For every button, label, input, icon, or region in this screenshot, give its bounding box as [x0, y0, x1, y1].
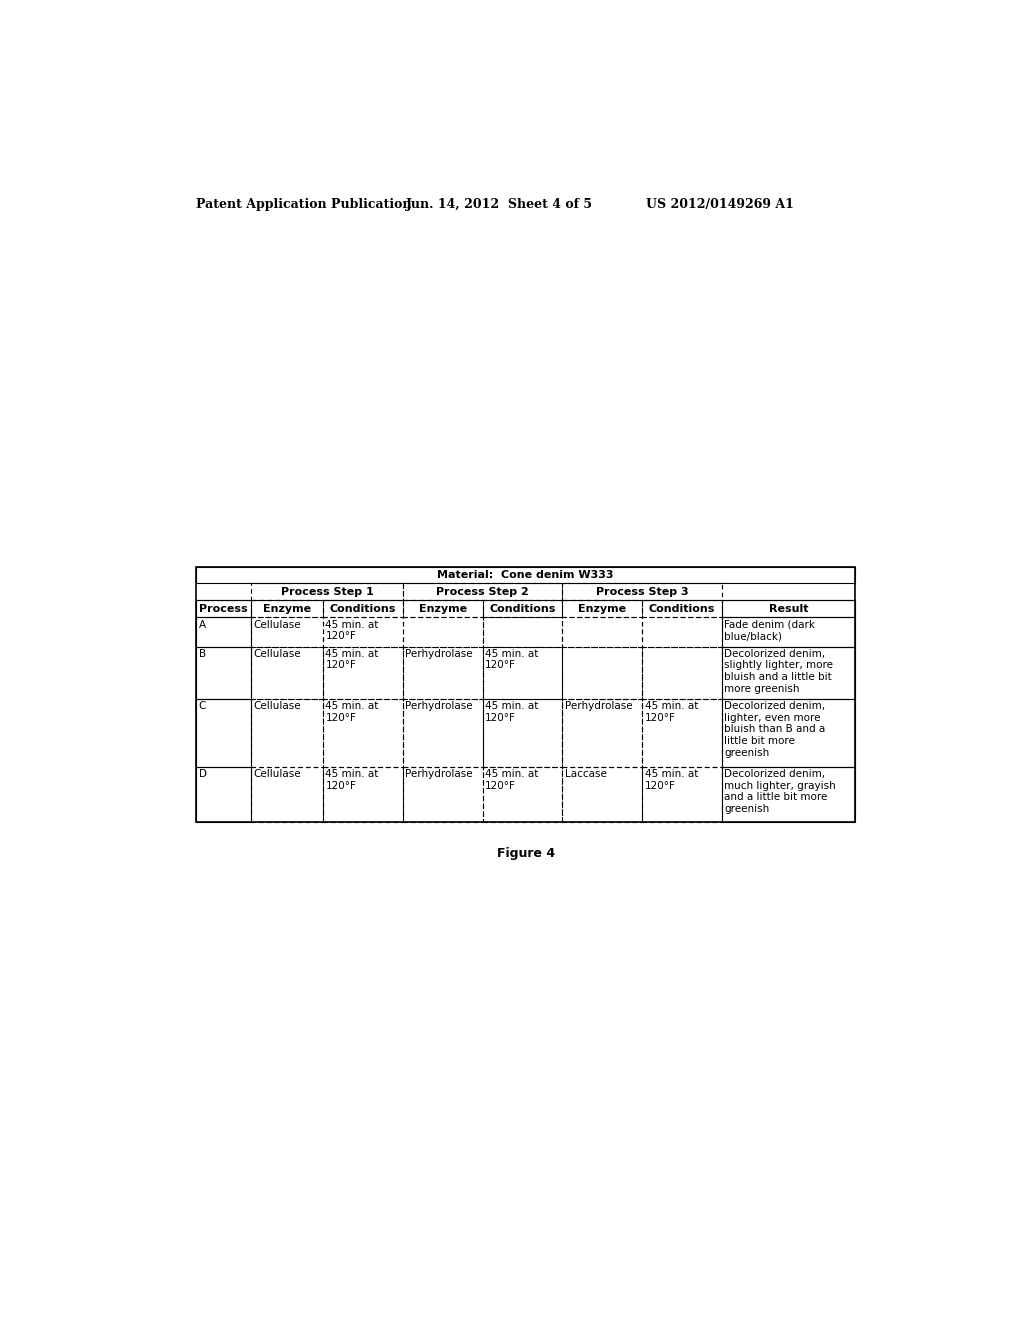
Text: Process Step 2: Process Step 2 [436, 587, 529, 597]
Bar [324, 700, 402, 767]
Text: Enzyme: Enzyme [419, 603, 467, 614]
Bar [562, 618, 642, 647]
Text: Perhydrolase: Perhydrolase [406, 770, 473, 779]
Bar [402, 647, 482, 700]
Bar [197, 700, 251, 767]
Text: US 2012/0149269 A1: US 2012/0149269 A1 [646, 198, 794, 211]
Bar [324, 767, 402, 822]
Text: 45 min. at
120°F: 45 min. at 120°F [326, 770, 379, 791]
Bar [197, 647, 251, 700]
Bar [324, 601, 402, 618]
Bar [562, 583, 722, 601]
Text: Conditions: Conditions [649, 603, 716, 614]
Bar [722, 618, 855, 647]
Bar [482, 618, 562, 647]
Text: 45 min. at
120°F: 45 min. at 120°F [485, 701, 539, 723]
Bar [402, 700, 482, 767]
Text: 45 min. at
120°F: 45 min. at 120°F [326, 619, 379, 642]
Bar [642, 601, 722, 618]
Text: 45 min. at
120°F: 45 min. at 120°F [326, 701, 379, 723]
Bar [402, 583, 562, 601]
Text: Cellulase: Cellulase [253, 701, 301, 711]
Text: Figure 4: Figure 4 [497, 847, 555, 859]
Text: Conditions: Conditions [489, 603, 556, 614]
Text: Laccase: Laccase [565, 770, 606, 779]
Text: Process Step 1: Process Step 1 [281, 587, 374, 597]
Bar [197, 767, 251, 822]
Text: Cellulase: Cellulase [253, 649, 301, 659]
Text: Patent Application Publication: Patent Application Publication [197, 198, 412, 211]
Bar [722, 647, 855, 700]
Bar [642, 618, 722, 647]
Bar [722, 767, 855, 822]
Text: 45 min. at
120°F: 45 min. at 120°F [485, 770, 539, 791]
Text: Perhydrolase: Perhydrolase [406, 701, 473, 711]
Text: Enzyme: Enzyme [579, 603, 627, 614]
Text: Decolorized denim,
lighter, even more
bluish than B and a
little bit more
greeni: Decolorized denim, lighter, even more bl… [724, 701, 825, 758]
Bar [642, 647, 722, 700]
Bar [251, 700, 324, 767]
Text: Cellulase: Cellulase [253, 770, 301, 779]
Text: Cellulase: Cellulase [253, 619, 301, 630]
Bar [251, 767, 324, 822]
Bar [402, 601, 482, 618]
Bar [482, 700, 562, 767]
Bar [642, 767, 722, 822]
Text: Material:  Cone denim W333: Material: Cone denim W333 [437, 570, 613, 579]
Bar [251, 618, 324, 647]
Bar [402, 618, 482, 647]
Text: Perhydrolase: Perhydrolase [406, 649, 473, 659]
Text: 45 min. at
120°F: 45 min. at 120°F [326, 649, 379, 671]
Text: Conditions: Conditions [330, 603, 396, 614]
Bar [482, 767, 562, 822]
Text: Decolorized denim,
slightly lighter, more
bluish and a little bit
more greenish: Decolorized denim, slightly lighter, mor… [724, 649, 834, 694]
Bar [482, 647, 562, 700]
Bar [722, 700, 855, 767]
Text: Enzyme: Enzyme [263, 603, 311, 614]
Bar [197, 618, 251, 647]
Bar [562, 700, 642, 767]
Bar [197, 566, 855, 822]
Text: 45 min. at
120°F: 45 min. at 120°F [644, 770, 698, 791]
Text: 45 min. at
120°F: 45 min. at 120°F [485, 649, 539, 671]
Text: Process: Process [200, 603, 248, 614]
Bar [251, 601, 324, 618]
Bar [562, 601, 642, 618]
Bar [197, 566, 855, 583]
Text: Jun. 14, 2012  Sheet 4 of 5: Jun. 14, 2012 Sheet 4 of 5 [406, 198, 593, 211]
Bar [251, 647, 324, 700]
Text: Decolorized denim,
much lighter, grayish
and a little bit more
greenish: Decolorized denim, much lighter, grayish… [724, 770, 836, 814]
Bar [402, 767, 482, 822]
Text: Perhydrolase: Perhydrolase [565, 701, 633, 711]
Text: Process Step 3: Process Step 3 [596, 587, 688, 597]
Bar [562, 767, 642, 822]
Bar [482, 601, 562, 618]
Bar [642, 700, 722, 767]
Bar [324, 618, 402, 647]
Bar [197, 601, 251, 618]
Text: B: B [199, 649, 206, 659]
Bar [251, 583, 402, 601]
Bar [324, 647, 402, 700]
Bar [722, 601, 855, 618]
Bar [562, 647, 642, 700]
Text: 45 min. at
120°F: 45 min. at 120°F [644, 701, 698, 723]
Text: Result: Result [769, 603, 808, 614]
Text: C: C [199, 701, 206, 711]
Text: A: A [199, 619, 206, 630]
Text: Fade denim (dark
blue/black): Fade denim (dark blue/black) [724, 619, 815, 642]
Text: D: D [199, 770, 207, 779]
